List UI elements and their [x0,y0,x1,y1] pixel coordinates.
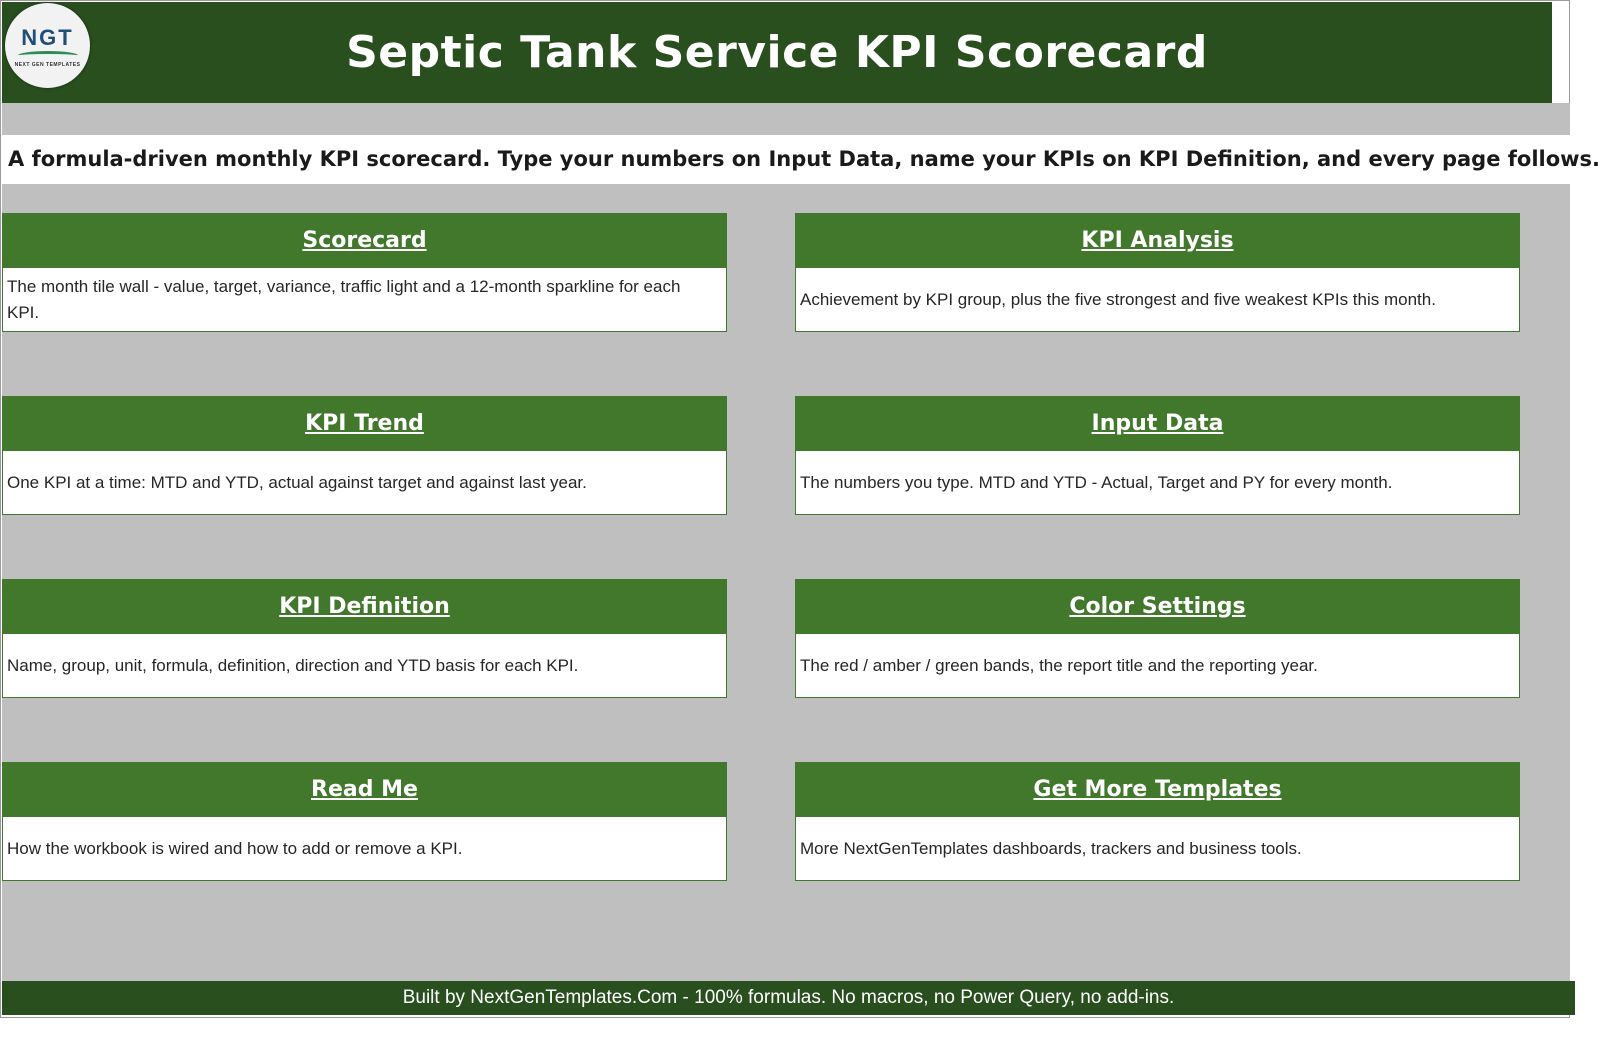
link-read-me[interactable]: Read Me [311,777,418,802]
link-input-data[interactable]: Input Data [1091,411,1224,436]
navigation-grid: Scorecard The month tile wall - value, t… [2,184,1570,981]
nav-card-get-more-templates: Get More Templates More NextGenTemplates… [795,762,1520,881]
page-subtitle: A formula-driven monthly KPI scorecard. … [8,147,1600,171]
subtitle-row: A formula-driven monthly KPI scorecard. … [2,135,1600,184]
page-title: Septic Tank Service KPI Scorecard [346,27,1208,78]
card-header: Input Data [796,397,1519,451]
link-kpi-definition[interactable]: KPI Definition [279,594,450,619]
nav-card-color-settings: Color Settings The red / amber / green b… [795,579,1520,698]
nav-card-scorecard: Scorecard The month tile wall - value, t… [2,213,727,332]
card-description: Achievement by KPI group, plus the five … [800,289,1436,309]
link-scorecard[interactable]: Scorecard [302,228,427,253]
card-description: The red / amber / green bands, the repor… [800,655,1318,675]
nav-card-kpi-trend: KPI Trend One KPI at a time: MTD and YTD… [2,396,727,515]
spacer-strip [2,103,1570,135]
card-header: Scorecard [3,214,726,268]
ngt-logo: NGT NEXT GEN TEMPLATES [5,3,90,88]
card-description: Name, group, unit, formula, definition, … [7,655,579,675]
footer-banner: Built by NextGenTemplates.Com - 100% for… [2,981,1575,1015]
card-description: How the workbook is wired and how to add… [7,838,463,858]
card-header: KPI Trend [3,397,726,451]
link-get-more-templates[interactable]: Get More Templates [1033,777,1282,802]
card-header: Read Me [3,763,726,817]
link-kpi-analysis[interactable]: KPI Analysis [1081,228,1234,253]
card-description: The numbers you type. MTD and YTD - Actu… [800,472,1393,492]
logo-swoosh-icon [17,51,78,60]
nav-card-read-me: Read Me How the workbook is wired and ho… [2,762,727,881]
card-description: More NextGenTemplates dashboards, tracke… [800,838,1302,858]
nav-card-kpi-analysis: KPI Analysis Achievement by KPI group, p… [795,213,1520,332]
card-description: One KPI at a time: MTD and YTD, actual a… [7,472,587,492]
card-description: The month tile wall - value, target, var… [7,276,681,322]
worksheet: Septic Tank Service KPI Scorecard NGT NE… [0,0,1600,1018]
card-header: KPI Definition [3,580,726,634]
link-color-settings[interactable]: Color Settings [1069,594,1246,619]
nav-card-input-data: Input Data The numbers you type. MTD and… [795,396,1520,515]
card-header: Color Settings [796,580,1519,634]
logo-text: NGT [21,25,74,50]
card-header: Get More Templates [796,763,1519,817]
nav-card-kpi-definition: KPI Definition Name, group, unit, formul… [2,579,727,698]
header-banner: Septic Tank Service KPI Scorecard NGT NE… [2,2,1552,103]
link-kpi-trend[interactable]: KPI Trend [305,411,424,436]
logo-subtext: NEXT GEN TEMPLATES [14,62,81,68]
card-header: KPI Analysis [796,214,1519,268]
